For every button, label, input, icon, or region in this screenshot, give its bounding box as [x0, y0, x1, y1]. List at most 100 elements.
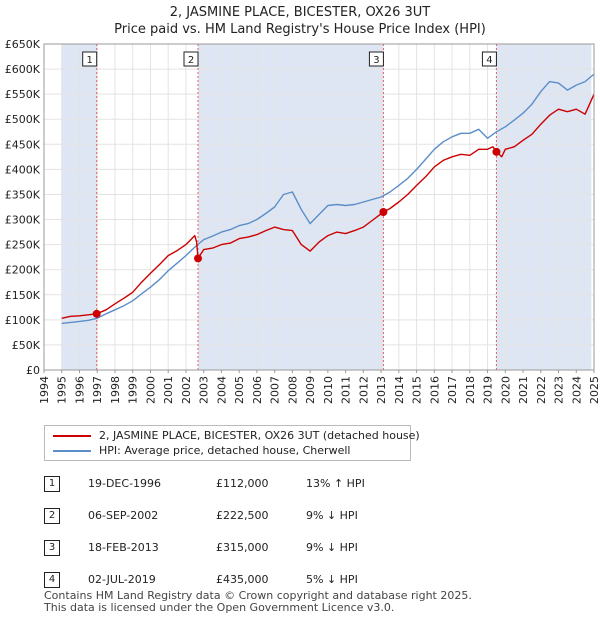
x-tick-label: 2010	[322, 376, 335, 404]
x-tick-label: 2015	[411, 376, 424, 404]
x-tick-label: 2018	[464, 376, 477, 404]
y-tick-label: £450K	[5, 138, 41, 151]
sale-hpi-diff: 13% ↑ HPI	[306, 477, 365, 490]
sale-row: 1 19-DEC-1996 £112,000 13% ↑ HPI	[44, 474, 584, 494]
chart-title-block: 2, JASMINE PLACE, BICESTER, OX26 3UT Pri…	[0, 4, 600, 38]
sale-price: £315,000	[216, 541, 269, 554]
legend-label-hpi: HPI: Average price, detached house, Cher…	[99, 444, 351, 457]
legend-label-property: 2, JASMINE PLACE, BICESTER, OX26 3UT (de…	[99, 429, 420, 442]
y-tick-label: £600K	[5, 63, 41, 76]
sale-date: 19-DEC-1996	[88, 477, 162, 490]
price-chart: 1 2 3 4 £0 £50K £100K £150K £200K £250K £300K £350K…	[5, 38, 600, 404]
legend-item-property: 2, JASMINE PLACE, BICESTER, OX26 3UT (de…	[53, 429, 420, 443]
sale-price: £222,500	[216, 509, 269, 522]
x-tick-label: 2019	[482, 376, 495, 404]
legend-item-hpi: HPI: Average price, detached house, Cher…	[53, 444, 403, 458]
y-tick-label: £250K	[5, 239, 41, 252]
y-tick-label: £550K	[5, 88, 41, 101]
sale-badge-box	[368, 51, 384, 67]
sale-badge-label: 4	[486, 55, 492, 66]
x-tick-label: 2008	[286, 376, 299, 404]
x-tick-label: 2017	[446, 376, 459, 404]
x-tick-label: 2024	[570, 376, 583, 404]
legend-swatch-hpi	[53, 450, 91, 452]
x-tick-label: 2020	[499, 376, 512, 404]
x-tick-label: 2007	[269, 376, 282, 404]
y-tick-label: £400K	[5, 163, 41, 176]
x-tick-label: 2012	[357, 376, 370, 404]
footer-licence: This data is licensed under the Open Gov…	[44, 601, 395, 614]
x-tick-label: 1996	[73, 376, 86, 404]
sale-row: 4 02-JUL-2019 £435,000 5% ↓ HPI	[44, 570, 584, 590]
x-tick-label: 1998	[109, 376, 122, 404]
sale-marker-badge: 2	[183, 51, 199, 67]
property-price-line	[61, 93, 595, 319]
footer: Contains HM Land Registry data © Crown c…	[44, 590, 472, 614]
x-tick-label: 2025	[588, 376, 600, 404]
sale-point	[492, 147, 501, 156]
x-tick-label: 1999	[127, 376, 140, 404]
y-tick-label: £0	[26, 364, 40, 377]
x-tick-label: 1995	[56, 376, 69, 404]
x-tick-label: 2009	[304, 376, 317, 404]
sale-point	[194, 254, 202, 263]
sale-price: £435,000	[216, 573, 269, 586]
sale-hpi-diff: 9% ↓ HPI	[306, 541, 358, 554]
y-tick-label: £50K	[12, 339, 41, 352]
x-tick-label: 2005	[233, 376, 246, 404]
sale-number-badge: 3	[44, 540, 60, 556]
sale-point	[92, 309, 101, 318]
x-tick-label: 2004	[215, 376, 228, 404]
y-tick-label: £650K	[5, 38, 41, 51]
shaded-band	[198, 44, 384, 370]
sale-marker-badge: 4	[481, 51, 497, 67]
legend: 2, JASMINE PLACE, BICESTER, OX26 3UT (de…	[44, 425, 420, 461]
sale-hpi-diff: 5% ↓ HPI	[306, 573, 358, 586]
x-tick-label: 2014	[393, 376, 406, 404]
sale-row: 2 06-SEP-2002 £222,500 9% ↓ HPI	[44, 506, 584, 526]
hpi-line	[61, 73, 595, 325]
sale-badge-box	[481, 51, 497, 67]
shaded-band	[496, 44, 592, 370]
sale-row: 3 18-FEB-2013 £315,000 9% ↓ HPI	[44, 538, 584, 558]
x-tick-label: 2022	[535, 376, 548, 404]
sale-price: £112,000	[216, 477, 269, 490]
sale-hpi-diff: 9% ↓ HPI	[306, 509, 358, 522]
sale-date: 02-JUL-2019	[88, 573, 156, 586]
y-tick-label: £200K	[5, 264, 41, 277]
sale-number-badge: 1	[44, 476, 60, 492]
x-tick-label: 2021	[517, 376, 530, 404]
sale-number-badge: 4	[44, 572, 60, 588]
x-tick-label: 2016	[428, 376, 441, 404]
plot-frame	[43, 43, 595, 371]
x-tick-label: 1994	[38, 376, 51, 404]
y-tick-label: £500K	[5, 113, 41, 126]
y-tick-label: £300K	[5, 214, 41, 227]
sale-badge-box	[183, 51, 199, 67]
sale-point	[379, 208, 388, 217]
sale-date: 06-SEP-2002	[88, 509, 159, 522]
x-tick-label: 2000	[144, 376, 157, 404]
x-tick-label: 2006	[251, 376, 264, 404]
y-tick-label: £100K	[5, 314, 41, 327]
sale-badge-box	[82, 51, 98, 67]
x-tick-label: 1997	[91, 376, 104, 404]
chart-title: 2, JASMINE PLACE, BICESTER, OX26 3UT	[169, 5, 431, 20]
x-tick-label: 2003	[198, 376, 211, 404]
sale-badge-label: 2	[188, 55, 194, 66]
x-tick-label: 2013	[375, 376, 388, 404]
sale-date: 18-FEB-2013	[88, 541, 159, 554]
footer-copyright: Contains HM Land Registry data © Crown c…	[44, 589, 472, 602]
x-tick-label: 2023	[553, 376, 566, 404]
x-tick-label: 2011	[340, 376, 353, 404]
x-tick-label: 2002	[180, 376, 193, 404]
y-tick-label: £150K	[5, 289, 41, 302]
chart-subtitle: Price paid vs. HM Land Registry's House …	[114, 22, 486, 37]
y-tick-label: £350K	[5, 188, 41, 201]
sale-number-badge: 2	[44, 508, 60, 524]
sale-badge-label: 1	[87, 55, 93, 66]
x-tick-label: 2001	[162, 376, 175, 404]
sale-badge-label: 3	[373, 55, 379, 66]
sale-marker-badge: 1	[82, 51, 98, 67]
legend-swatch-property	[53, 435, 91, 437]
